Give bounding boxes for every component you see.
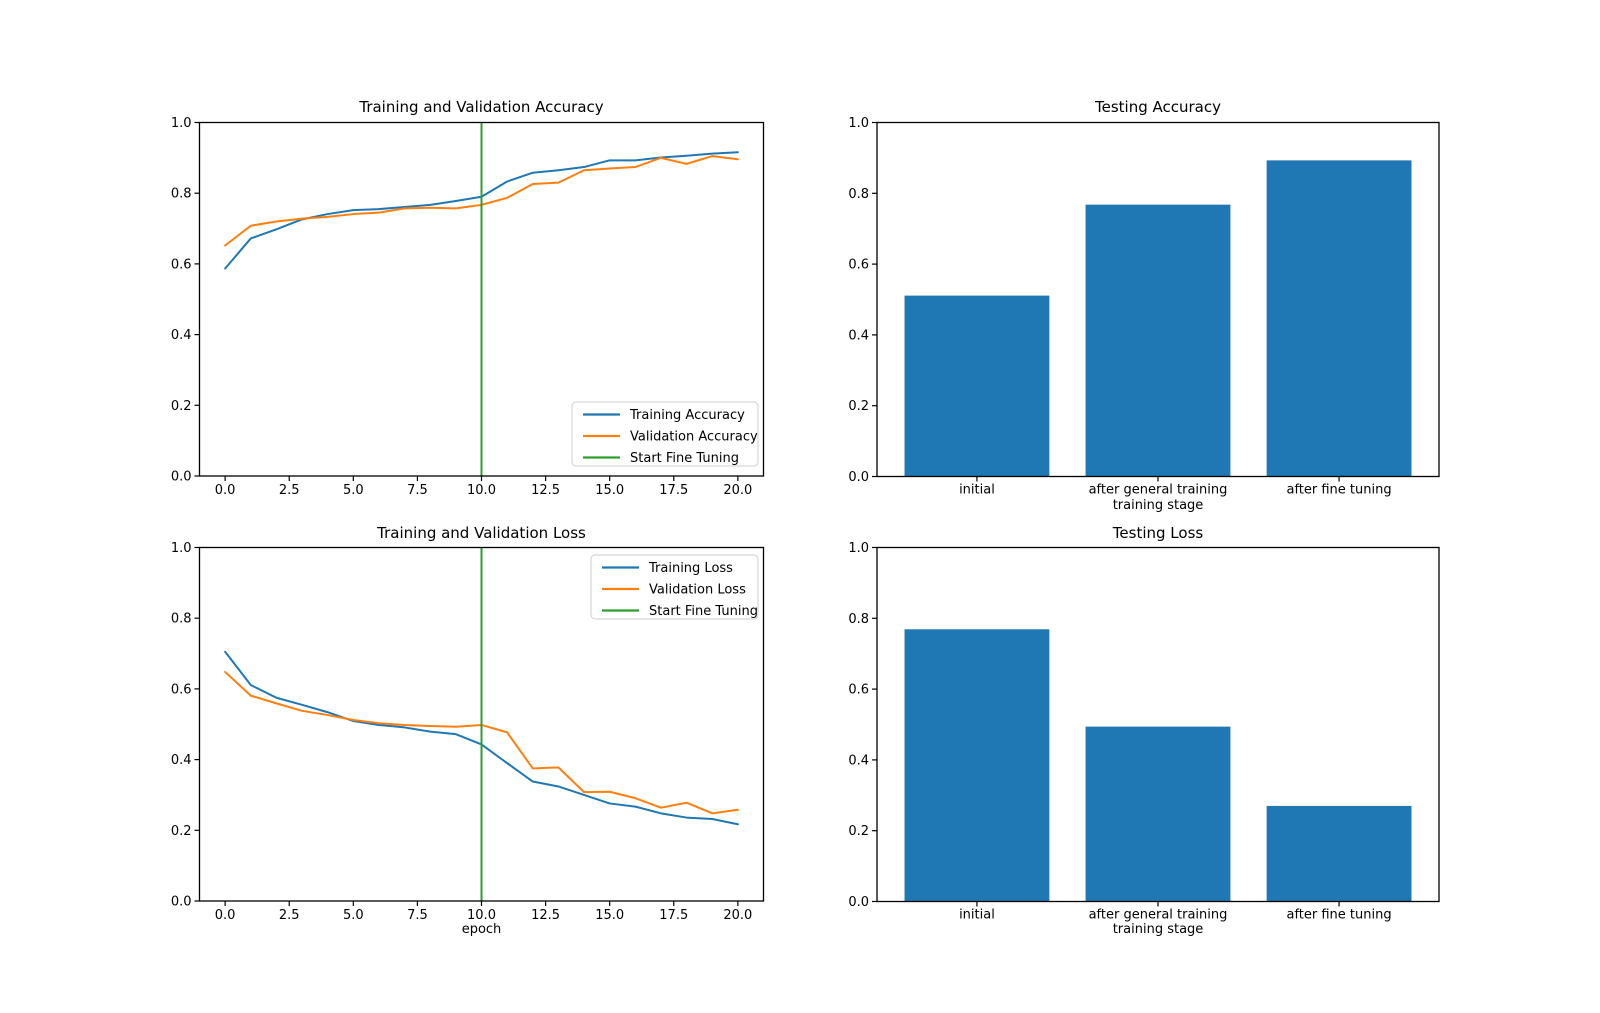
testing_loss-bar-after-general-training — [1085, 726, 1231, 902]
category-label-initial: initial — [959, 483, 995, 498]
x-tick-label: 12.5 — [531, 483, 560, 498]
y-tick-label: 0.8 — [171, 187, 192, 202]
chart-title-training-validation-loss: Training and Validation Loss — [377, 524, 586, 542]
chart-title-training-validation-accuracy: Training and Validation Accuracy — [359, 98, 604, 116]
y-tick-label: 0.2 — [848, 399, 869, 414]
legend-label-training-loss: Training Loss — [648, 561, 733, 576]
x-tick-label: 20.0 — [723, 483, 752, 498]
y-tick-label: 1.0 — [171, 116, 192, 131]
testing_accuracy-subplot: 0.0 0.2 0.4 0.6 0.8 1.0 initial after general t… — [848, 116, 1440, 498]
axes-frame — [876, 121, 1440, 478]
y-tick-label: 0.8 — [848, 187, 869, 202]
category-label-after-general-training: after general training — [1089, 483, 1228, 498]
x-tick-label: 0.0 — [215, 483, 236, 498]
testing_accuracy-bar-after-general-training — [1085, 204, 1231, 477]
legend-box — [590, 554, 759, 620]
x-tick-label: 5.0 — [343, 908, 364, 923]
x-tick-label: 2.5 — [279, 483, 300, 498]
chart-title-testing-loss: Testing Loss — [1112, 524, 1204, 542]
y-tick-label: 0.0 — [171, 470, 192, 485]
legend-label-start-fine-tuning: Start Fine Tuning — [649, 604, 758, 619]
x-tick-label: 12.5 — [531, 908, 560, 923]
y-tick-label: 0.8 — [171, 612, 192, 627]
xlabel-training-stage-bottom: training stage — [1112, 922, 1204, 937]
x-tick-label: 5.0 — [343, 483, 364, 498]
axes-frame — [198, 121, 765, 477]
axes-frame — [198, 546, 765, 902]
x-tick-label: 10.0 — [467, 483, 496, 498]
y-tick-label: 1.0 — [848, 116, 869, 131]
x-tick-label: 0.0 — [215, 908, 236, 923]
train_val_accuracy-subplot: 0.0 0.2 0.4 0.6 0.8 1.0 0.0 2.5 5.0 7.5 10.0 12.5 15… — [171, 116, 765, 498]
y-tick-label: 0.6 — [171, 682, 192, 697]
y-tick-label: 0.0 — [171, 895, 192, 910]
axes-frame — [876, 546, 1440, 903]
category-label-after-fine-tuning: after fine tuning — [1286, 483, 1391, 498]
testing_accuracy-bar-initial — [904, 295, 1050, 477]
x-tick-label: 20.0 — [723, 908, 752, 923]
testing_loss-bar-after-fine-tuning — [1266, 805, 1412, 902]
category-label-after-general-training: after general training — [1089, 908, 1228, 923]
x-tick-label: 17.5 — [659, 908, 688, 923]
y-tick-label: 0.2 — [171, 399, 192, 414]
y-tick-label: 0.4 — [848, 328, 869, 343]
y-tick-label: 0.6 — [848, 258, 869, 273]
y-tick-label: 0.4 — [171, 328, 192, 343]
y-tick-label: 0.6 — [171, 257, 192, 272]
x-tick-label: 15.0 — [595, 483, 624, 498]
legend-label-validation-loss: Validation Loss — [649, 583, 746, 598]
y-tick-label: 1.0 — [848, 541, 869, 556]
x-tick-label: 7.5 — [407, 908, 428, 923]
train_val_loss-legend: Training Loss Validation Loss Start Fine T… — [590, 554, 759, 620]
chart-title-testing-accuracy: Testing Accuracy — [1095, 98, 1221, 116]
y-tick-label: 0.0 — [848, 895, 869, 910]
y-tick-label: 0.0 — [848, 470, 869, 485]
legend-label-training-accuracy: Training Accuracy — [629, 408, 745, 423]
x-tick-label: 15.0 — [595, 908, 624, 923]
testing_loss-subplot: 0.0 0.2 0.4 0.6 0.8 1.0 initial after general t… — [848, 541, 1440, 923]
train_val_loss-subplot: 0.0 0.2 0.4 0.6 0.8 1.0 0.0 2.5 5.0 7.5 10.0 12.5 15… — [171, 541, 765, 923]
category-label-initial: initial — [959, 908, 995, 923]
y-tick-label: 0.6 — [848, 683, 869, 698]
y-tick-label: 0.2 — [848, 824, 869, 839]
testing_accuracy-bar-after-fine-tuning — [1266, 160, 1412, 477]
y-tick-label: 0.4 — [848, 753, 869, 768]
legend-box — [571, 401, 759, 467]
x-tick-label: 2.5 — [279, 908, 300, 923]
testing_loss-bar-initial — [904, 629, 1050, 902]
y-tick-label: 1.0 — [171, 541, 192, 556]
y-tick-label: 0.8 — [848, 612, 869, 627]
x-tick-label: 10.0 — [467, 908, 496, 923]
y-tick-label: 0.2 — [171, 824, 192, 839]
xlabel-epoch: epoch — [461, 922, 502, 937]
x-tick-label: 7.5 — [407, 483, 428, 498]
xlabel-training-stage-top: training stage — [1112, 498, 1204, 513]
legend-label-start-fine-tuning: Start Fine Tuning — [630, 451, 739, 466]
x-tick-label: 17.5 — [659, 483, 688, 498]
category-label-after-fine-tuning: after fine tuning — [1286, 908, 1391, 923]
y-tick-label: 0.4 — [171, 753, 192, 768]
train_val_accuracy-legend: Training Accuracy Validation Accuracy Star… — [571, 401, 759, 467]
legend-label-validation-accuracy: Validation Accuracy — [630, 430, 758, 445]
